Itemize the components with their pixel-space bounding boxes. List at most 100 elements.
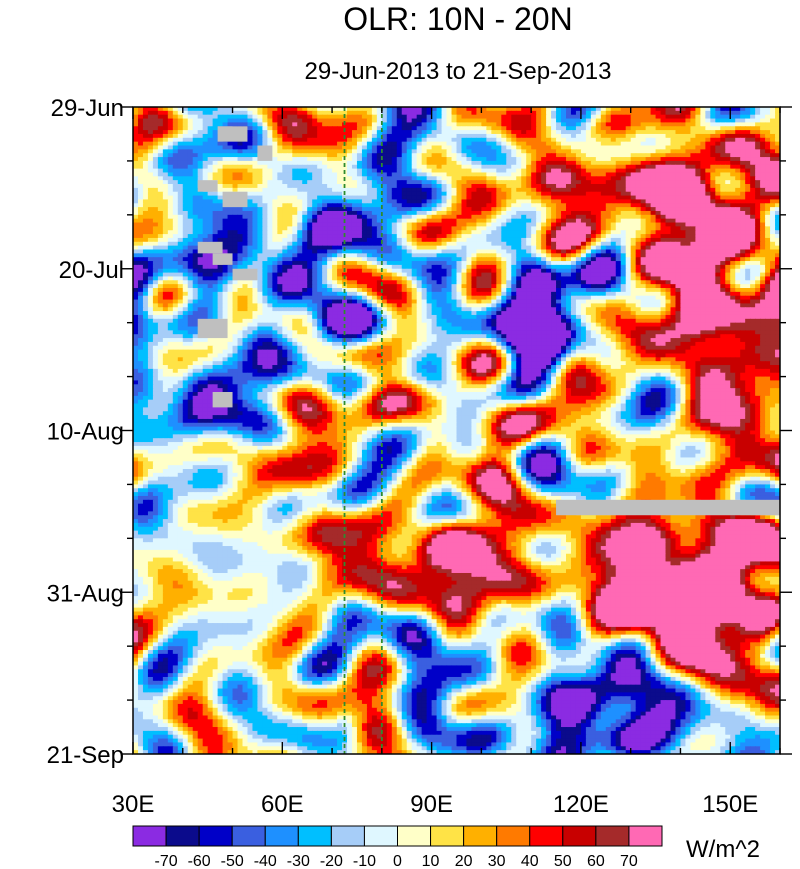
- field-cell: [675, 137, 682, 143]
- field-cell: [212, 218, 219, 224]
- field-cell: [531, 237, 537, 243]
- olr-contour-field: [133, 107, 780, 754]
- field-cell: [207, 218, 214, 224]
- field-cell: [615, 176, 622, 181]
- field-cell: [187, 137, 194, 143]
- field-cell: [715, 180, 721, 185]
- field-cell: [137, 160, 144, 166]
- field-cell: [446, 176, 453, 181]
- field-cell: [426, 145, 433, 150]
- field-cell: [386, 180, 393, 185]
- field-cell: [416, 153, 423, 158]
- field-cell: [610, 249, 617, 254]
- field-cell: [416, 133, 423, 139]
- field-cell: [645, 130, 652, 135]
- field-cell: [640, 207, 647, 212]
- field-cell: [635, 153, 642, 158]
- field-cell: [526, 122, 532, 127]
- field-cell: [750, 214, 756, 220]
- field-cell: [421, 107, 428, 112]
- field-cell: [152, 210, 159, 216]
- field-cell: [347, 187, 353, 193]
- field-cell: [750, 114, 756, 120]
- field-cell: [670, 133, 677, 139]
- field-cell: [242, 210, 249, 216]
- field-cell: [167, 214, 174, 220]
- field-cell: [655, 234, 662, 239]
- field-cell: [252, 153, 259, 158]
- field-cell: [401, 184, 408, 189]
- field-cell: [222, 149, 229, 154]
- field-cell: [610, 130, 617, 135]
- field-cell: [287, 230, 293, 235]
- field-cell: [133, 107, 139, 112]
- field-cell: [157, 249, 164, 254]
- field-cell: [585, 114, 592, 120]
- field-cell: [725, 172, 731, 177]
- field-cell: [745, 207, 751, 212]
- field-cell: [347, 237, 353, 243]
- field-cell: [197, 160, 204, 166]
- field-cell: [600, 249, 607, 254]
- field-cell: [565, 241, 572, 247]
- field-cell: [486, 249, 492, 254]
- field-cell: [551, 118, 557, 123]
- field-cell: [416, 245, 423, 251]
- field-cell: [337, 164, 343, 170]
- field-cell: [167, 110, 174, 116]
- field-cell: [137, 222, 144, 227]
- field-cell: [645, 180, 652, 185]
- field-cell: [740, 118, 746, 123]
- field-cell: [322, 118, 328, 123]
- field-cell: [137, 245, 144, 251]
- field-cell: [655, 153, 662, 158]
- field-cell: [640, 168, 647, 174]
- field-cell: [167, 210, 174, 216]
- field-cell: [546, 203, 552, 208]
- field-cell: [192, 160, 199, 166]
- field-cell: [446, 157, 453, 162]
- field-cell: [282, 245, 288, 251]
- field-cell: [595, 137, 602, 143]
- field-cell: [411, 249, 418, 254]
- field-cell: [327, 210, 333, 216]
- field-cell: [700, 180, 706, 185]
- field-cell: [351, 157, 358, 162]
- field-cell: [133, 153, 139, 158]
- field-cell: [147, 118, 154, 123]
- field-cell: [207, 207, 214, 212]
- field-cell: [670, 164, 677, 170]
- field-cell: [401, 195, 408, 201]
- field-cell: [735, 237, 741, 243]
- field-cell: [541, 145, 547, 150]
- field-cell: [660, 145, 667, 150]
- field-cell: [252, 114, 259, 120]
- field-cell: [496, 149, 502, 154]
- field-cell: [570, 149, 577, 154]
- field-cell: [282, 130, 288, 135]
- field-cell: [590, 145, 597, 150]
- field-cell: [247, 114, 254, 120]
- field-cell: [366, 241, 373, 247]
- field-cell: [486, 149, 492, 154]
- field-cell: [605, 164, 612, 170]
- field-cell: [680, 195, 687, 201]
- field-cell: [625, 137, 632, 143]
- field-cell: [760, 168, 766, 174]
- field-cell: [431, 145, 438, 150]
- field-cell: [133, 218, 139, 224]
- field-cell: [287, 234, 293, 239]
- field-cell: [426, 214, 433, 220]
- field-cell: [396, 172, 403, 177]
- field-cell: [137, 199, 144, 204]
- field-cell: [237, 149, 244, 154]
- field-cell: [342, 137, 348, 143]
- field-cell: [750, 195, 756, 201]
- field-cell: [720, 249, 726, 254]
- field-cell: [262, 245, 268, 251]
- field-cell: [366, 253, 373, 258]
- field-cell: [297, 226, 303, 231]
- field-cell: [605, 114, 612, 120]
- field-cell: [755, 203, 761, 208]
- field-cell: [521, 180, 527, 185]
